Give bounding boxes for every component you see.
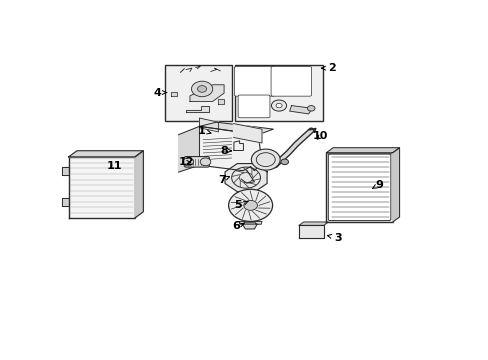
- FancyBboxPatch shape: [236, 68, 272, 94]
- Polygon shape: [68, 151, 143, 157]
- Circle shape: [200, 158, 210, 166]
- Polygon shape: [289, 105, 312, 114]
- Polygon shape: [178, 126, 199, 172]
- Text: 1: 1: [197, 126, 211, 135]
- FancyBboxPatch shape: [235, 66, 322, 121]
- Polygon shape: [299, 222, 327, 225]
- Text: 8: 8: [220, 146, 231, 156]
- FancyBboxPatch shape: [234, 67, 274, 96]
- Polygon shape: [392, 148, 399, 222]
- Polygon shape: [199, 122, 273, 135]
- Polygon shape: [186, 105, 208, 112]
- FancyBboxPatch shape: [240, 97, 267, 116]
- Text: 6: 6: [232, 221, 244, 231]
- Circle shape: [275, 103, 282, 108]
- Circle shape: [244, 201, 257, 210]
- Polygon shape: [199, 126, 262, 171]
- Polygon shape: [68, 157, 135, 218]
- FancyBboxPatch shape: [273, 68, 309, 94]
- Polygon shape: [62, 167, 68, 175]
- Polygon shape: [326, 148, 399, 153]
- Text: 3: 3: [327, 233, 341, 243]
- Polygon shape: [135, 151, 143, 218]
- FancyBboxPatch shape: [184, 157, 209, 167]
- Circle shape: [228, 189, 272, 221]
- FancyBboxPatch shape: [238, 95, 269, 118]
- Polygon shape: [243, 223, 256, 229]
- Polygon shape: [233, 141, 243, 150]
- Polygon shape: [326, 153, 392, 222]
- Polygon shape: [218, 99, 224, 104]
- Polygon shape: [224, 163, 266, 192]
- Circle shape: [271, 100, 286, 111]
- Text: 5: 5: [234, 201, 247, 210]
- Text: 9: 9: [372, 180, 383, 190]
- Circle shape: [197, 86, 206, 92]
- FancyBboxPatch shape: [165, 66, 231, 121]
- Text: 12: 12: [178, 157, 194, 167]
- Text: 11: 11: [106, 161, 122, 171]
- Polygon shape: [299, 225, 323, 238]
- Text: 7: 7: [218, 175, 229, 185]
- Text: 10: 10: [312, 131, 328, 141]
- FancyBboxPatch shape: [270, 67, 311, 96]
- Text: 2: 2: [321, 63, 335, 73]
- Circle shape: [307, 105, 314, 111]
- Circle shape: [251, 149, 280, 170]
- Circle shape: [191, 81, 212, 97]
- Polygon shape: [241, 170, 254, 183]
- Polygon shape: [189, 85, 224, 102]
- Polygon shape: [62, 198, 68, 206]
- Polygon shape: [239, 221, 262, 224]
- Polygon shape: [171, 92, 176, 96]
- Polygon shape: [199, 118, 218, 132]
- Text: 4: 4: [153, 87, 166, 98]
- Polygon shape: [233, 123, 262, 143]
- FancyBboxPatch shape: [327, 154, 390, 221]
- Circle shape: [183, 158, 193, 166]
- Circle shape: [280, 159, 288, 165]
